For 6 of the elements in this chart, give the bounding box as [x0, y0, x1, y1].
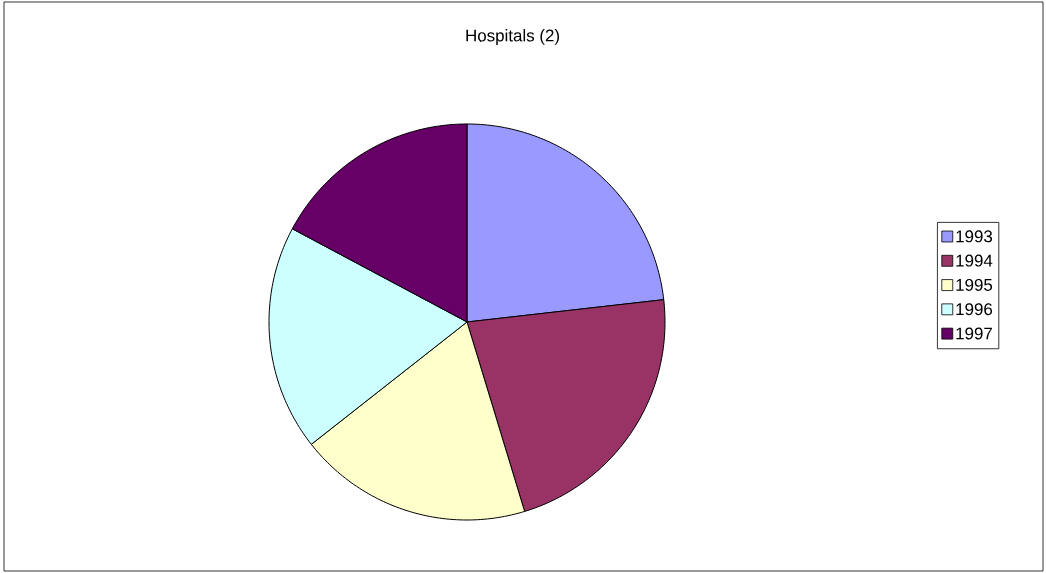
legend-label: 1995 [956, 278, 993, 291]
chart-title: Hospitals (2) [466, 29, 559, 45]
legend-label: 1996 [956, 303, 993, 316]
legend-label: 1993 [956, 230, 993, 243]
legend-label: 1994 [956, 254, 993, 267]
legend-label: 1997 [956, 327, 992, 340]
